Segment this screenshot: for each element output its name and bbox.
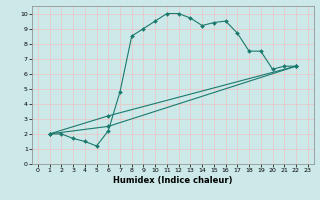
X-axis label: Humidex (Indice chaleur): Humidex (Indice chaleur): [113, 176, 233, 185]
